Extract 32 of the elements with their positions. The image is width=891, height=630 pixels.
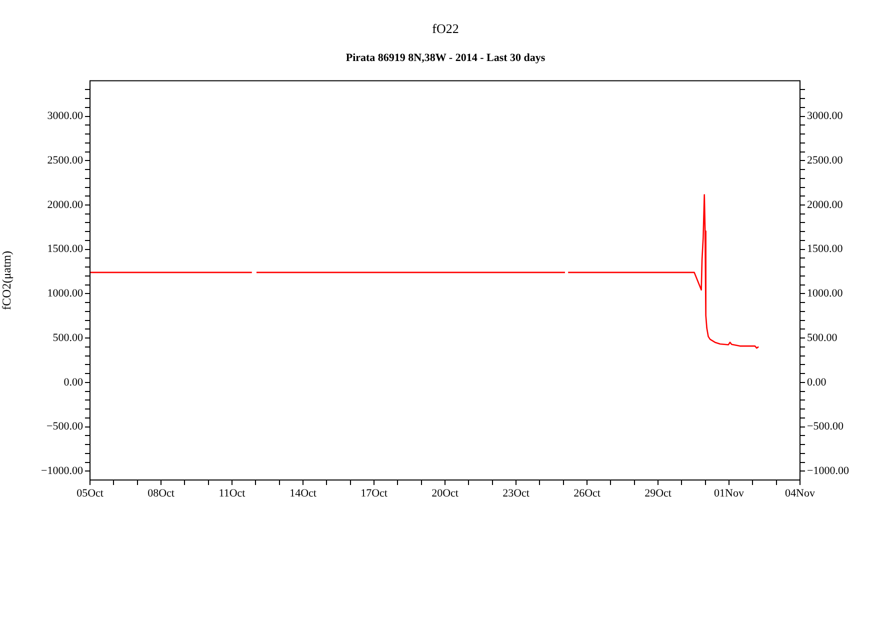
y2-tick-label: 3000.00: [807, 110, 844, 122]
y-tick-label: 1500.00: [47, 243, 84, 256]
x-tick-label: 01Nov: [714, 487, 744, 500]
y2-tick-label: 500.00: [807, 332, 838, 344]
x-tick-label: 23Oct: [502, 487, 530, 500]
y-tick-label: 0.00: [64, 376, 84, 388]
chart-title: fO22: [432, 21, 459, 36]
x-tick-label: 04Nov: [785, 487, 816, 500]
x-tick-label: 20Oct: [432, 487, 458, 500]
chart-subtitle: Pirata 86919 8N,38W - 2014 - Last 30 days: [346, 52, 546, 64]
y2-tick-label: −1000.00: [807, 465, 850, 478]
y-tick-label: 1000.00: [47, 288, 84, 300]
y2-tick-label: −500.00: [807, 420, 844, 433]
y-tick-label: 3000.00: [47, 110, 84, 122]
y-tick-label: −1000.00: [41, 465, 84, 478]
y-tick-label: −500.00: [46, 420, 84, 433]
y-tick-label: 500.00: [52, 332, 84, 344]
x-tick-label: 17Oct: [360, 487, 388, 500]
x-tick-label: 29Oct: [644, 487, 672, 500]
x-tick-label: 14Oct: [290, 487, 316, 500]
y2-tick-label: 1500.00: [807, 243, 844, 256]
y-axis-title: fCO2(μatm): [0, 250, 14, 310]
y2-tick-label: 2000.00: [807, 198, 844, 211]
y2-tick-label: 1000.00: [807, 288, 844, 300]
y-tick-label: 2000.00: [47, 198, 84, 211]
y2-tick-label: 2500.00: [807, 154, 844, 167]
x-tick-label: 26Oct: [574, 487, 600, 500]
x-tick-label: 08Oct: [148, 487, 174, 500]
x-tick-label: 05Oct: [76, 487, 104, 500]
x-tick-label: 11Oct: [218, 487, 246, 500]
y-tick-label: 2500.00: [47, 154, 84, 167]
y2-tick-label: 0.00: [807, 376, 827, 388]
